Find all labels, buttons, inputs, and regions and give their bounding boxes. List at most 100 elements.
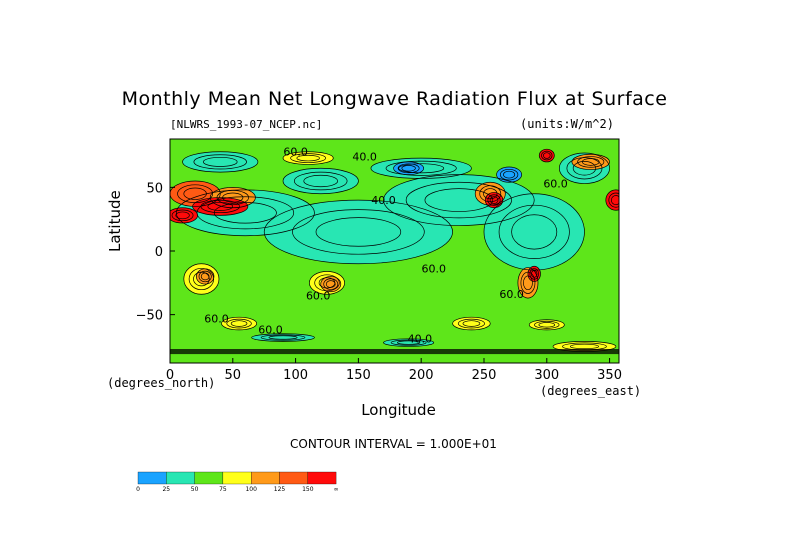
contour-line: [499, 168, 519, 181]
colorbar-swatch: [307, 471, 337, 485]
contour-line: [531, 270, 538, 278]
contour-line: [610, 195, 619, 206]
contour-line: [517, 267, 539, 299]
contour-line: [170, 207, 198, 224]
contour-line: [474, 181, 506, 206]
contour-line: [290, 153, 327, 163]
x-tick-label: 250: [472, 368, 497, 383]
contour-line: [309, 271, 345, 295]
contour-line: [170, 180, 221, 207]
colorbar: 0 25 50 75 100 125 150 ∞: [136, 471, 339, 493]
contour-label: 40.0: [408, 333, 433, 346]
contour-line: [183, 263, 220, 295]
colorbar-label: 50: [191, 486, 199, 493]
contour-line: [171, 209, 194, 222]
contour-line: [608, 192, 619, 208]
contour-line: [282, 151, 334, 165]
contour-label: 60.0: [499, 288, 524, 301]
y-tick-label: −50: [136, 309, 163, 324]
contour-line: [370, 157, 472, 179]
contour-label: 60.0: [421, 263, 446, 276]
contour-line: [571, 153, 610, 170]
x-tick-label: 0: [166, 368, 174, 383]
x-tick-label: 200: [409, 368, 434, 383]
contour-line: [263, 199, 453, 265]
y-tick-label: 0: [155, 245, 163, 260]
contour-line: [527, 265, 541, 282]
contour-line: [503, 170, 516, 179]
x-tick-label: 300: [534, 368, 559, 383]
units-label: (units:W/m^2): [520, 117, 614, 131]
colorbar-label: 100: [245, 486, 257, 493]
contour-line: [498, 204, 570, 259]
contour-line: [385, 160, 457, 176]
contour-line: [569, 343, 599, 350]
contour-line: [457, 318, 485, 329]
x-tick-label: 150: [346, 368, 371, 383]
contour-line: [396, 340, 421, 345]
contour-line: [325, 280, 336, 288]
contour-line: [543, 152, 551, 159]
contour-line: [552, 341, 617, 352]
contour-line: [424, 188, 494, 212]
contour-line: [192, 197, 249, 216]
contour-label: 60.0: [283, 146, 308, 159]
contour-line: [226, 318, 252, 329]
contour-line: [193, 154, 247, 170]
contour-line: [175, 211, 190, 220]
contour-line: [483, 193, 585, 271]
y-tick-label: 50: [146, 181, 163, 196]
field-region: [170, 207, 198, 223]
contour-line: [605, 189, 619, 211]
contour-label: 40.0: [352, 151, 377, 164]
contour-line: [383, 174, 535, 226]
contour-line: [398, 163, 445, 174]
colorbar-label: 125: [274, 486, 286, 493]
colorbar-swatch: [279, 471, 308, 485]
colorbar-label: 75: [219, 486, 227, 493]
contour-line: [558, 152, 610, 184]
x-tick-label: 350: [597, 368, 622, 383]
contour-line: [496, 166, 523, 183]
contour-line: [572, 161, 597, 176]
contour-label: 40.0: [371, 194, 396, 207]
contour-line: [390, 339, 427, 346]
contour-line: [268, 335, 298, 340]
chart-title: Monthly Mean Net Longwave Radiation Flux…: [121, 88, 668, 110]
contour-line: [538, 322, 556, 328]
contour-line: [230, 320, 248, 327]
contour-line: [296, 154, 320, 162]
contour-line: [487, 194, 501, 206]
contour-line: [397, 163, 420, 174]
contour-line: [207, 202, 234, 211]
contour-line: [577, 156, 605, 168]
colorbar-swatch: [222, 471, 252, 485]
y-axis-unit: (degrees_north): [107, 376, 216, 390]
contour-line: [320, 276, 342, 293]
heatmap-field: [170, 139, 619, 363]
contour-line: [282, 167, 359, 195]
contour-line: [196, 268, 215, 285]
colorbar-label: 25: [162, 486, 170, 493]
contour-line: [198, 270, 212, 283]
contour-line: [581, 158, 600, 166]
polar-dense-contours: [170, 349, 619, 355]
contour-line: [534, 320, 560, 329]
colorbar-swatch: [137, 471, 167, 485]
contour-line: [303, 174, 339, 188]
contour-line: [511, 214, 558, 250]
colorbar-swatch: [251, 471, 280, 485]
dataset-file-label: [NLWRS_1993-07_NCEP.nc]: [170, 118, 323, 131]
contour-line: [292, 209, 425, 255]
colorbar-label: 0: [136, 486, 140, 493]
contour-line: [202, 156, 238, 167]
contour-line: [462, 320, 481, 327]
contour-line: [529, 268, 539, 280]
contour-line: [405, 181, 512, 219]
contour-line: [182, 151, 259, 173]
contour-label: 60.0: [306, 289, 331, 302]
contour-line: [393, 161, 425, 175]
x-axis-unit: (degrees_east): [540, 384, 642, 398]
contour-line: [209, 187, 256, 209]
